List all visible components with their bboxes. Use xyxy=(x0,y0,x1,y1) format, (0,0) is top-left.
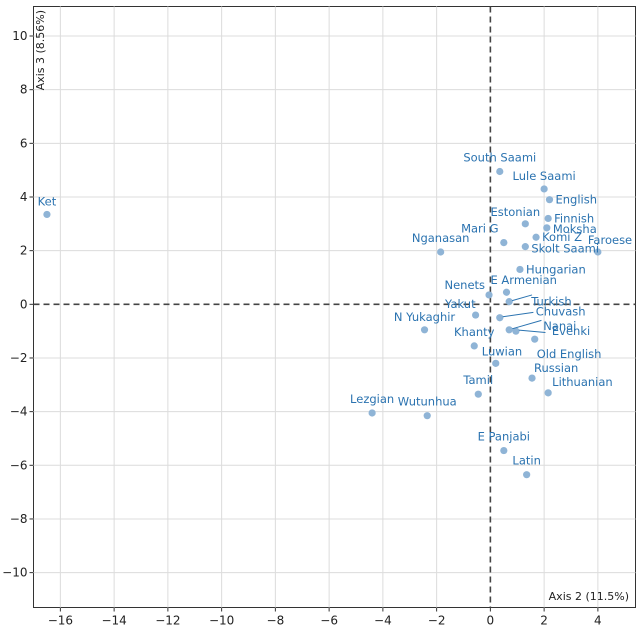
data-point xyxy=(502,288,511,296)
label-leader-line xyxy=(518,329,546,333)
y-tick-label: 2 xyxy=(20,244,28,258)
data-point xyxy=(474,390,482,398)
data-point xyxy=(420,326,429,334)
y-tick-label: 4 xyxy=(20,190,28,204)
data-point xyxy=(544,214,552,223)
data-points xyxy=(43,167,602,479)
point-label: Nanai xyxy=(543,319,576,333)
data-point xyxy=(492,359,500,367)
y-tick-label: 10 xyxy=(12,29,27,43)
y-tick-label: −8 xyxy=(10,512,28,526)
data-point xyxy=(505,326,513,334)
x-axis-title: Axis 2 (11.5%) xyxy=(549,590,629,603)
data-point xyxy=(368,409,376,417)
point-label: Faroese xyxy=(588,233,632,247)
data-point xyxy=(543,224,551,232)
point-label: Turkish xyxy=(530,295,571,309)
point-label: Khanty xyxy=(454,325,495,339)
point-label: E Panjabi xyxy=(478,430,530,444)
plot-frame xyxy=(33,6,636,608)
point-label: Wutunhua xyxy=(398,395,457,409)
data-point xyxy=(470,342,478,350)
data-point xyxy=(523,471,531,479)
y-tick-label: 6 xyxy=(20,136,28,150)
point-label: Hungarian xyxy=(526,262,586,276)
point-label: Ket xyxy=(38,194,57,208)
data-point xyxy=(500,239,508,247)
x-tick-label: −8 xyxy=(267,614,285,628)
data-point xyxy=(544,389,552,397)
data-point xyxy=(521,220,529,228)
x-tick-label: −2 xyxy=(428,614,446,628)
point-label: E Armenian xyxy=(491,273,557,287)
point-label: South Saami xyxy=(463,151,536,165)
data-point xyxy=(43,210,51,219)
y-axis-title: Axis 3 (8.56%) xyxy=(34,10,47,90)
point-label: Nenets xyxy=(444,278,485,292)
y-axis-ticks: −10 −8 −6 −4 −2 0 2 4 6 8 10 xyxy=(2,29,34,580)
x-axis-ticks: −16 −14 −12 −10 −8 −6 −4 −2 0 2 4 xyxy=(48,607,602,628)
x-tick-label: −14 xyxy=(101,614,126,628)
data-point xyxy=(521,243,529,251)
point-label: Lezgian xyxy=(350,392,394,406)
x-tick-label: −4 xyxy=(374,614,392,628)
data-point xyxy=(531,335,539,343)
point-label: Nganasan xyxy=(412,231,470,245)
data-point xyxy=(532,233,540,241)
point-label: Moksha xyxy=(553,222,597,236)
x-tick-label: −6 xyxy=(320,614,338,628)
point-label: Lule Saami xyxy=(513,169,576,183)
point-label: Old English xyxy=(537,347,602,361)
data-point xyxy=(500,446,508,455)
x-tick-label: 2 xyxy=(540,614,548,628)
y-tick-label: −6 xyxy=(10,458,28,472)
point-label: Lithuanian xyxy=(552,375,613,389)
data-point xyxy=(437,248,445,256)
data-point xyxy=(540,185,548,193)
point-label: English xyxy=(556,193,598,207)
point-label: Evenki xyxy=(552,324,590,338)
data-point xyxy=(505,298,513,306)
point-labels: Ket South Saami Lule Saami English Finnish Es… xyxy=(38,151,632,468)
grid-lines xyxy=(33,6,636,608)
point-label: Yakut xyxy=(444,297,476,311)
x-tick-label: −10 xyxy=(209,614,234,628)
data-point xyxy=(516,265,524,274)
x-tick-label: 4 xyxy=(594,614,602,628)
y-tick-label: 8 xyxy=(20,83,28,97)
x-tick-label: 0 xyxy=(487,614,495,628)
data-point xyxy=(528,374,536,382)
x-tick-label: −12 xyxy=(155,614,180,628)
y-tick-label: −4 xyxy=(10,405,28,419)
data-point xyxy=(496,314,504,322)
y-tick-label: −2 xyxy=(10,351,28,365)
point-label: Russian xyxy=(534,361,578,375)
data-point xyxy=(485,291,493,299)
point-label: Tamil xyxy=(462,373,493,387)
point-label: Latin xyxy=(512,454,540,468)
point-label: Komi Z xyxy=(542,230,582,244)
point-label: Skolt Saami xyxy=(531,242,599,256)
label-leader-line xyxy=(502,311,534,318)
point-label: Estonian xyxy=(491,205,541,219)
point-label: N Yukaghir xyxy=(394,310,456,324)
y-tick-label: 0 xyxy=(20,297,28,311)
x-tick-label: −16 xyxy=(48,614,73,628)
point-label: Luwian xyxy=(482,344,522,358)
data-point xyxy=(545,196,554,204)
point-label: Mari G xyxy=(461,222,498,236)
y-tick-label: −10 xyxy=(2,566,27,580)
point-label: Finnish xyxy=(554,211,594,225)
data-point xyxy=(471,311,480,319)
label-leader-line xyxy=(512,319,542,330)
data-point xyxy=(423,412,431,420)
data-point xyxy=(594,248,602,256)
data-point xyxy=(512,327,520,335)
data-point xyxy=(496,167,504,176)
point-label: Chuvash xyxy=(536,305,586,319)
label-leader-line xyxy=(512,294,533,302)
reference-lines xyxy=(33,6,636,608)
